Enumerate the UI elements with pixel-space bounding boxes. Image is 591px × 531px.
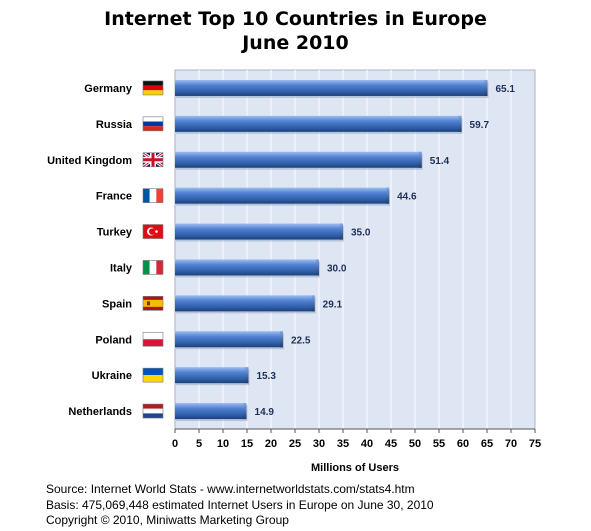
x-tick-label: 0 xyxy=(172,438,178,450)
footer-basis: Basis: 475,069,448 estimated Internet Us… xyxy=(46,498,434,512)
value-label: 51.4 xyxy=(430,156,450,167)
russia-flag-icon xyxy=(142,116,164,132)
category-label: Germany xyxy=(84,83,133,95)
category-label: Netherlands xyxy=(68,406,132,418)
x-tick-label: 55 xyxy=(433,438,445,450)
italy-flag-icon xyxy=(142,260,164,275)
poland-flag-icon xyxy=(142,331,164,347)
bar-netherlands xyxy=(175,403,247,420)
bar-poland xyxy=(175,331,283,348)
x-tick-label: 50 xyxy=(409,438,421,450)
x-tick-label: 25 xyxy=(289,438,301,450)
value-labels-group: 65.1 59.7 51.4 44.6 35.0 30.0 29.1 22.5 15.3 14.9 xyxy=(255,84,516,418)
flags-group xyxy=(142,80,164,419)
category-label: Turkey xyxy=(97,227,133,239)
bar-end-cap xyxy=(484,79,488,96)
bar-end-cap xyxy=(386,187,390,204)
turkey-flag-icon xyxy=(142,224,164,239)
bar-end-cap xyxy=(243,403,247,420)
germany-flag-icon xyxy=(142,80,164,96)
united-kingdom-flag-icon xyxy=(142,151,164,168)
x-tick-label: 45 xyxy=(385,438,397,450)
category-label: Russia xyxy=(96,119,133,131)
bar-turkey xyxy=(175,223,343,240)
footer-copyright: Copyright © 2010, Miniwatts Marketing Gr… xyxy=(46,513,289,527)
france-flag-icon xyxy=(142,188,164,203)
x-tick-label: 30 xyxy=(313,438,325,450)
bar-end-cap xyxy=(316,259,319,276)
bar-end-cap xyxy=(340,223,343,240)
value-label: 29.1 xyxy=(323,299,343,310)
footer-source: Source: Internet World Stats - www.inter… xyxy=(46,482,415,496)
x-tick-label: 10 xyxy=(217,438,229,450)
bar-end-cap xyxy=(245,367,249,384)
category-label: France xyxy=(96,191,132,203)
value-label: 35.0 xyxy=(351,228,371,239)
bar-spain xyxy=(175,295,315,312)
x-tick-label: 35 xyxy=(337,438,349,450)
x-tick-label: 15 xyxy=(241,438,253,450)
category-label: United Kingdom xyxy=(47,155,132,167)
x-tick-label: 70 xyxy=(505,438,517,450)
value-label: 14.9 xyxy=(255,407,275,418)
bar-russia xyxy=(175,115,462,132)
value-label: 59.7 xyxy=(470,120,490,131)
bar-end-cap xyxy=(418,151,422,168)
x-tick-label: 60 xyxy=(457,438,469,450)
bar-united-kingdom xyxy=(175,151,422,168)
bar-ukraine xyxy=(175,367,249,384)
x-tick-labels-group: 0 5 10 15 20 25 30 35 40 45 50 55 60 65 70 75 xyxy=(172,428,541,450)
x-tick-label: 65 xyxy=(481,438,493,450)
x-tick-label: 75 xyxy=(529,438,541,450)
x-axis-label: Millions of Users xyxy=(311,462,399,474)
value-label: 30.0 xyxy=(327,263,347,274)
bar-end-cap xyxy=(311,295,315,312)
bar-germany xyxy=(175,79,488,96)
x-tick-label: 5 xyxy=(196,438,202,450)
spain-flag-icon xyxy=(142,296,164,311)
chart-title-line1: Internet Top 10 Countries in Europe xyxy=(104,8,487,30)
x-tick-label: 20 xyxy=(265,438,277,450)
bars-group xyxy=(175,79,489,422)
category-label: Spain xyxy=(102,298,132,310)
chart-title-line2: June 2010 xyxy=(242,32,349,54)
category-label: Ukraine xyxy=(92,370,132,382)
value-label: 15.3 xyxy=(256,371,276,382)
x-tick-label: 40 xyxy=(361,438,373,450)
category-labels-group: Germany Russia United Kingdom France Turkey I… xyxy=(47,83,133,418)
bar-italy xyxy=(175,259,319,276)
bar-france xyxy=(175,187,390,204)
bar-end-cap xyxy=(458,115,462,132)
value-label: 44.6 xyxy=(397,192,417,203)
value-label: 22.5 xyxy=(291,335,311,346)
ukraine-flag-icon xyxy=(142,367,164,383)
category-label: Italy xyxy=(110,262,133,274)
netherlands-flag-icon xyxy=(142,403,164,419)
category-label: Poland xyxy=(95,334,132,346)
value-label: 65.1 xyxy=(495,84,515,95)
bar-chart: 65.1 59.7 51.4 44.6 35.0 30.0 29.1 22.5 15.3 14.9… xyxy=(47,69,541,474)
bar-end-cap xyxy=(280,331,283,348)
